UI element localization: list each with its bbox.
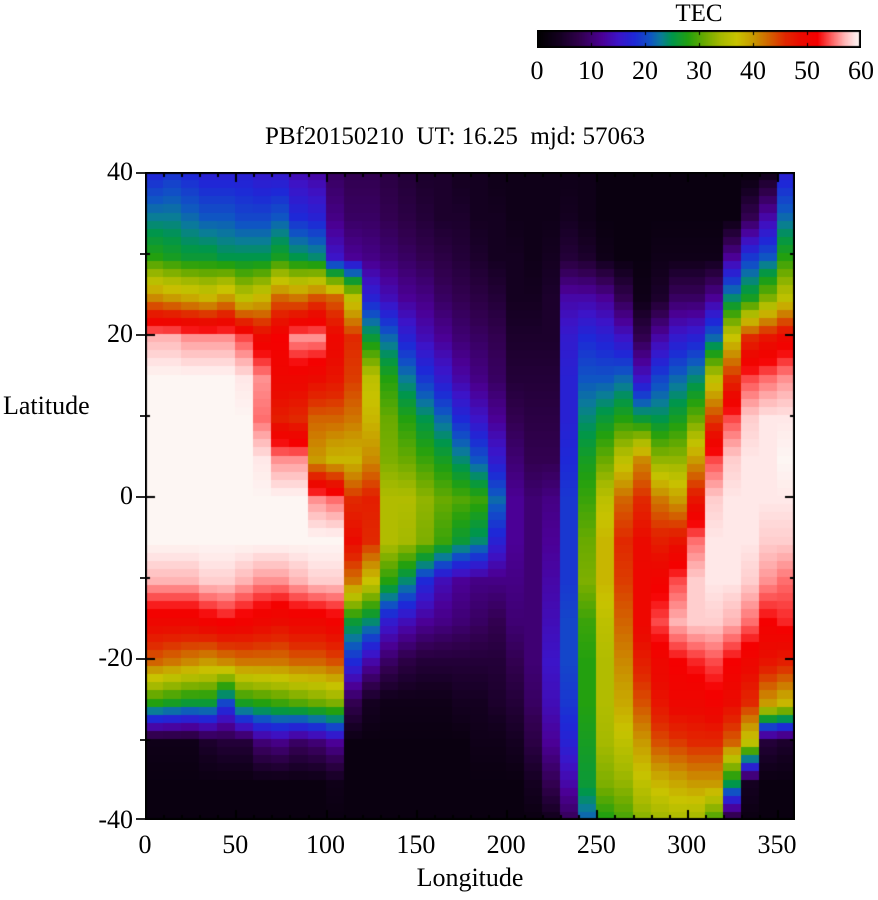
colorbar-tick-label: 40 [740, 56, 766, 85]
y-tick-label: 20 [107, 319, 133, 348]
colorbar-tick-label: 10 [578, 56, 604, 85]
x-tick-label: 0 [138, 830, 152, 859]
y-tick-mark [136, 172, 145, 174]
x-tick-label: 150 [396, 830, 436, 859]
y-tick-label: -20 [98, 643, 133, 672]
x-tick-label: 100 [306, 830, 346, 859]
colorbar-title: TEC [675, 0, 723, 27]
y-tick-label: -40 [98, 805, 133, 834]
y-tick-mark [136, 496, 145, 498]
x-tick-label: 200 [486, 830, 526, 859]
colorbar-tick-label: 20 [632, 56, 658, 85]
colorbar-tick-label: 0 [530, 56, 544, 85]
y-tick-mark [140, 253, 145, 255]
plot-title: PBf20150210 UT: 16.25 mjd: 57063 [264, 123, 646, 150]
x-tick-label: 50 [222, 830, 249, 859]
colorbar-gradient [537, 30, 861, 48]
x-tick-label: 250 [576, 830, 616, 859]
y-tick-mark [136, 658, 145, 660]
y-tick-mark [140, 415, 145, 417]
heatmap-canvas [145, 172, 795, 820]
y-tick-mark [140, 739, 145, 741]
y-tick-mark [136, 818, 145, 820]
colorbar-tick-label: 50 [794, 56, 820, 85]
y-axis-label: Latitude [3, 391, 90, 420]
colorbar-tick-label: 30 [686, 56, 712, 85]
y-tick-label: 0 [120, 481, 133, 510]
y-tick-label: 40 [107, 157, 133, 186]
y-tick-mark [140, 577, 145, 579]
y-tick-mark [136, 334, 145, 336]
colorbar-tick-label: 60 [848, 56, 874, 85]
x-tick-label: 300 [667, 830, 707, 859]
x-tick-label: 350 [757, 830, 797, 859]
x-axis-label: Longitude [416, 863, 524, 892]
